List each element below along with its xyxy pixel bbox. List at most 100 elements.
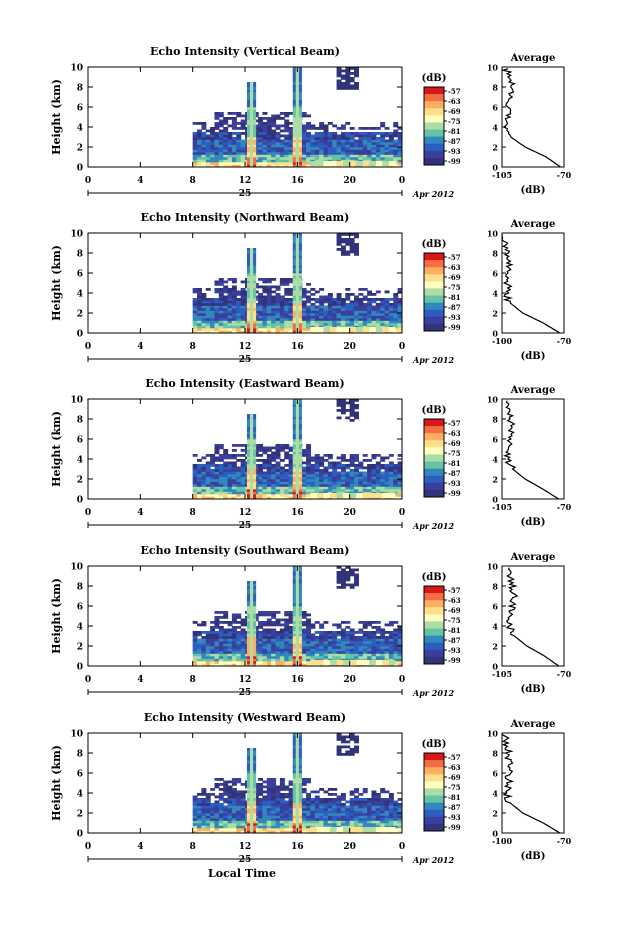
heatmap-cell	[350, 150, 355, 153]
heatmap-cell	[223, 281, 228, 284]
heatmap-cell	[280, 818, 285, 821]
heatmap-cell	[232, 619, 237, 622]
heatmap-cell	[371, 152, 376, 155]
heatmap-cell	[241, 303, 246, 306]
heatmap-cell	[219, 467, 224, 470]
heatmap-cell	[389, 482, 394, 485]
heatmap-cell	[219, 629, 224, 632]
heatmap-cell	[380, 155, 385, 158]
colorbar-swatch	[424, 650, 444, 657]
heatmap-cell	[219, 661, 224, 664]
heatmap-cell	[306, 629, 311, 632]
heatmap-cell	[337, 586, 342, 589]
heatmap-cell	[354, 654, 359, 657]
heatmap-cell	[241, 115, 246, 118]
heatmap-cell	[358, 147, 363, 150]
heatmap-cell	[258, 821, 263, 824]
heatmap-cell	[306, 624, 311, 627]
heatmap-cell	[319, 656, 324, 659]
heatmap-cell	[232, 160, 237, 163]
heatmap-cell	[262, 494, 267, 497]
heatmap-cell	[341, 479, 346, 482]
average-title: Average	[510, 552, 556, 563]
heatmap-cell	[302, 479, 307, 482]
heatmap-cell	[371, 803, 376, 806]
heatmap-cell	[302, 462, 307, 465]
heatmap-cell	[367, 311, 372, 314]
heatmap-cell	[363, 316, 368, 319]
heatmap-cell	[306, 626, 311, 629]
heatmap-cell	[332, 140, 337, 143]
heatmap-cell	[241, 125, 246, 128]
heatmap-cell	[258, 449, 263, 452]
heatmap-cell	[284, 316, 289, 319]
heatmap-cell	[393, 649, 398, 652]
heatmap-cell	[258, 484, 263, 487]
heatmap-cell	[232, 137, 237, 140]
heatmap-cell	[350, 472, 355, 475]
heatmap-cell	[193, 464, 198, 467]
heatmap-cell	[350, 493, 357, 498]
heatmap-cell	[262, 303, 267, 306]
heatmap-cell	[385, 321, 390, 324]
heatmap-cell	[232, 306, 237, 309]
heatmap-cell	[371, 646, 376, 649]
heatmap-cell	[328, 808, 333, 811]
heatmap-cell	[393, 155, 398, 158]
heatmap-cell	[341, 487, 346, 490]
heatmap-cell	[402, 654, 407, 657]
heatmap-cell	[310, 311, 315, 314]
heatmap-cell	[228, 313, 233, 316]
heatmap-cell	[341, 646, 346, 649]
heatmap-cell	[262, 791, 267, 794]
heatmap-cell	[267, 482, 272, 485]
heatmap-cell	[241, 467, 246, 470]
heatmap-cell	[380, 321, 385, 324]
heatmap-cell	[354, 479, 359, 482]
heatmap-cell	[271, 291, 276, 294]
heatmap-cell	[232, 828, 237, 831]
heatmap-cell	[267, 778, 272, 781]
heatmap-cell	[271, 145, 276, 148]
heatmap-cell	[306, 318, 311, 321]
heatmap-cell	[201, 659, 206, 662]
heatmap-cell	[197, 659, 202, 662]
heatmap-cell	[380, 489, 385, 492]
panel-title: Echo Intensity (Eastward Beam)	[145, 377, 344, 390]
heatmap-cell	[367, 634, 372, 637]
heatmap-cell	[258, 459, 263, 462]
heatmap-cell	[228, 803, 233, 806]
heatmap-cell	[262, 157, 267, 160]
heatmap-cell	[232, 288, 237, 291]
heatmap-cell	[350, 571, 355, 574]
heatmap-cell	[350, 634, 355, 637]
y-tick-label: 6	[77, 436, 83, 446]
heatmap-cell	[197, 494, 202, 497]
heatmap-cell	[341, 477, 346, 480]
heatmap-cell	[345, 288, 350, 291]
colorbar-tick-label: -93	[448, 313, 461, 322]
heatmap-cell	[241, 155, 246, 158]
heatmap-cell	[310, 644, 315, 647]
heatmap-cell	[197, 477, 202, 480]
heatmap-cell	[197, 482, 202, 485]
heatmap-cell	[223, 644, 228, 647]
heatmap-cell	[271, 155, 276, 158]
average-y-tick-label: 2	[492, 143, 498, 153]
average-y-tick-label: 4	[492, 123, 498, 133]
heatmap-cell	[267, 492, 272, 495]
heatmap-cell	[367, 656, 372, 659]
heatmap-cell	[337, 823, 342, 826]
colorbar-unit: (dB)	[422, 239, 447, 250]
heatmap-cell	[228, 137, 233, 140]
heatmap-cell	[284, 629, 289, 632]
heatmap-cell	[258, 654, 263, 657]
heatmap-cell	[337, 649, 342, 652]
heatmap-cell	[276, 457, 281, 460]
heatmap-cell	[345, 823, 350, 826]
heatmap-cell	[201, 145, 206, 148]
heatmap-cell	[380, 788, 385, 791]
heatmap-cell	[280, 489, 285, 492]
heatmap-cell	[363, 816, 368, 819]
heatmap-cell	[280, 646, 285, 649]
